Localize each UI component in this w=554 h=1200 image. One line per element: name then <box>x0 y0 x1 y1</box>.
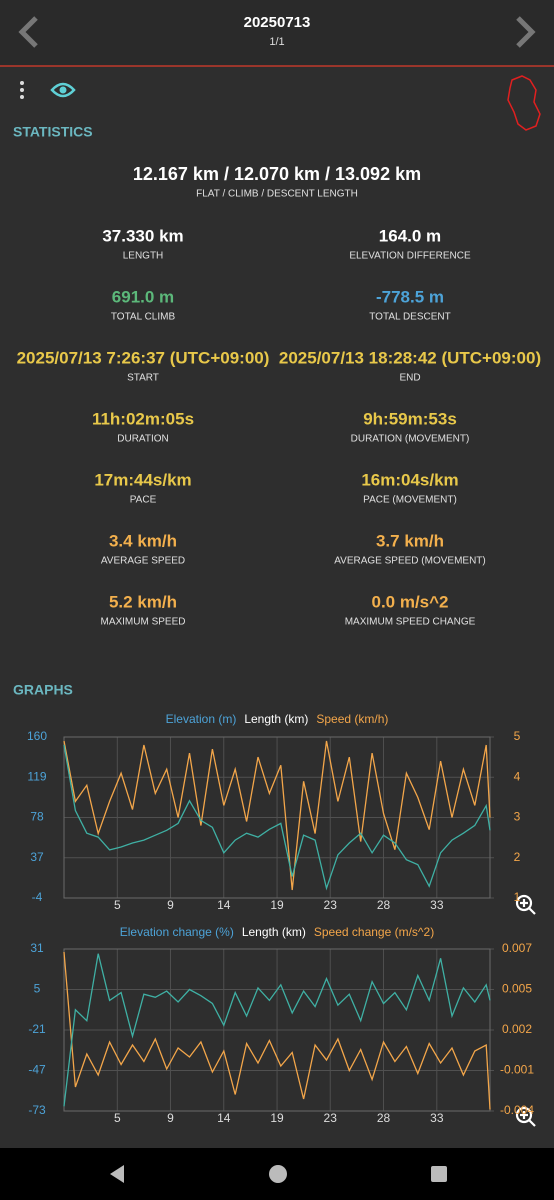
header-subtitle: 1/1 <box>269 36 284 48</box>
legend-entry: Speed change (m/s^2) <box>314 925 434 939</box>
y-tick-label: 119 <box>27 769 46 783</box>
stat-value: 164.0 m <box>379 226 441 245</box>
y2-tick-label: 3 <box>514 810 521 824</box>
stat-label: ELEVATION DIFFERENCE <box>349 251 471 262</box>
stat-label: TOTAL DESCENT <box>369 312 451 323</box>
y-tick-label: 37 <box>30 850 44 864</box>
header-bar <box>0 0 554 66</box>
section-heading: GRAPHS <box>13 682 73 698</box>
x-tick-label: 9 <box>167 1111 174 1125</box>
y2-tick-label: 1 <box>514 890 521 904</box>
y2-tick-label: 0.007 <box>502 941 532 955</box>
legend-entry: Speed (km/h) <box>316 712 388 726</box>
x-tick-label: 33 <box>430 1111 444 1125</box>
stat-label: MAXIMUM SPEED <box>100 617 185 628</box>
x-tick-label: 5 <box>114 898 121 912</box>
x-tick-label: 23 <box>324 1111 338 1125</box>
legend-entry: Elevation (m) <box>166 712 237 726</box>
y-tick-label: -73 <box>28 1103 46 1117</box>
stat-label: MAXIMUM SPEED CHANGE <box>345 617 476 628</box>
y2-tick-label: 0.002 <box>502 1022 532 1036</box>
section-heading: STATISTICS <box>13 124 93 140</box>
legend-entry: Length (km) <box>242 925 306 939</box>
x-tick-label: 5 <box>114 1111 121 1125</box>
stat-label: END <box>399 373 420 384</box>
y2-tick-label: -0.004 <box>500 1103 534 1117</box>
stat-label: TOTAL CLIMB <box>111 312 176 323</box>
x-tick-label: 9 <box>167 898 174 912</box>
stat-label: DURATION <box>117 434 168 445</box>
x-tick-label: 23 <box>324 898 338 912</box>
menu-button[interactable] <box>20 81 24 99</box>
stat-value: 2025/07/13 7:26:37 (UTC+09:00) <box>17 348 270 367</box>
y2-tick-label: 0.005 <box>502 982 532 996</box>
series-line <box>63 740 491 891</box>
stat-value: 2025/07/13 18:28:42 (UTC+09:00) <box>279 348 541 367</box>
x-tick-label: 14 <box>217 1111 231 1125</box>
stat-label: LENGTH <box>123 251 164 262</box>
y-tick-label: 31 <box>30 941 44 955</box>
nav-recents[interactable] <box>431 1166 447 1182</box>
legend-entry: Length (km) <box>244 712 308 726</box>
stat-value: 9h:59m:53s <box>363 409 457 428</box>
series-line <box>63 744 491 891</box>
y-tick-label: 78 <box>30 810 44 824</box>
stat-value: 0.0 m/s^2 <box>371 592 448 611</box>
series-line <box>63 953 491 1107</box>
legend-entry: Elevation change (%) <box>120 925 234 939</box>
stat-value: 3.7 km/h <box>376 531 444 550</box>
visibility-button[interactable] <box>50 82 76 98</box>
stat-label: PACE <box>130 495 157 506</box>
zoom-button[interactable] <box>515 894 536 915</box>
x-tick-label: 19 <box>270 898 284 912</box>
stat-label: PACE (MOVEMENT) <box>363 495 457 506</box>
y-tick-label: -4 <box>32 890 43 904</box>
stat-value: 12.167 km / 12.070 km / 13.092 km <box>133 164 421 184</box>
x-tick-label: 28 <box>377 898 391 912</box>
x-tick-label: 28 <box>377 1111 391 1125</box>
stat-label: START <box>127 373 159 384</box>
prev-button[interactable] <box>18 16 38 48</box>
stat-value: -778.5 m <box>376 287 444 306</box>
stat-value: 16m:04s/km <box>361 470 458 489</box>
x-tick-label: 19 <box>270 1111 284 1125</box>
series-line <box>63 951 491 1110</box>
next-button[interactable] <box>516 16 536 48</box>
stat-label: AVERAGE SPEED (MOVEMENT) <box>334 556 486 567</box>
y2-tick-label: 5 <box>514 729 521 743</box>
nav-home[interactable] <box>269 1165 287 1183</box>
track-thumbnail[interactable] <box>507 75 541 131</box>
stat-value: 5.2 km/h <box>109 592 177 611</box>
y2-tick-label: 4 <box>514 769 521 783</box>
y2-tick-label: -0.001 <box>500 1063 534 1077</box>
header-title: 20250713 <box>244 14 311 31</box>
y-tick-label: 5 <box>34 982 41 996</box>
stat-value: 17m:44s/km <box>94 470 191 489</box>
plot-frame <box>63 948 491 1112</box>
stat-value: 691.0 m <box>112 287 174 306</box>
x-tick-label: 33 <box>430 898 444 912</box>
y-tick-label: 160 <box>27 729 47 743</box>
y-tick-label: -47 <box>28 1063 46 1077</box>
y-tick-label: -21 <box>28 1022 46 1036</box>
stat-value: 11h:02m:05s <box>92 409 194 428</box>
stat-label: FLAT / CLIMB / DESCENT LENGTH <box>196 189 358 200</box>
nav-back[interactable] <box>110 1165 124 1183</box>
y2-tick-label: 2 <box>514 850 521 864</box>
stat-value: 3.4 km/h <box>109 531 177 550</box>
stat-label: DURATION (MOVEMENT) <box>351 434 470 445</box>
stat-value: 37.330 km <box>102 226 183 245</box>
zoom-button[interactable] <box>515 1106 536 1127</box>
stat-label: AVERAGE SPEED <box>101 556 185 567</box>
x-tick-label: 14 <box>217 898 231 912</box>
